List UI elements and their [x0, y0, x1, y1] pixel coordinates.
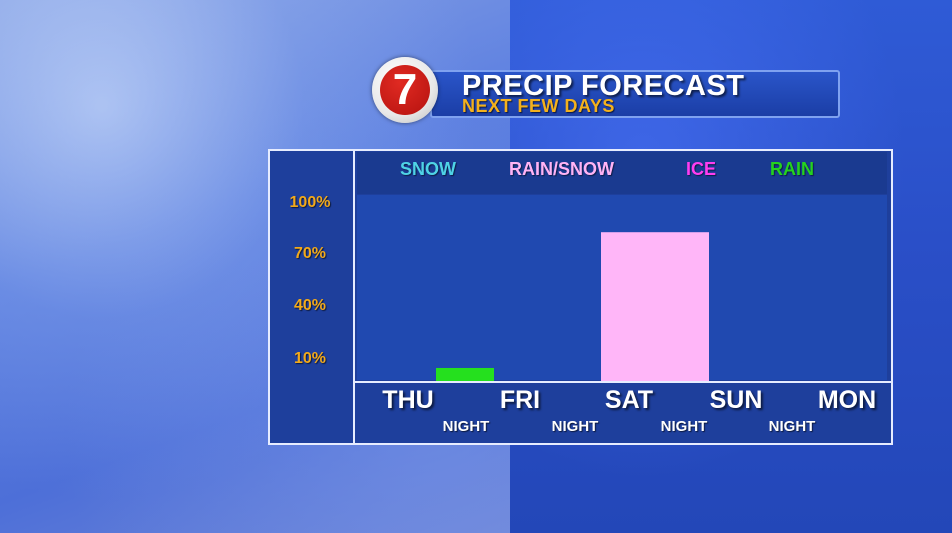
x-night-label: NIGHT — [768, 418, 816, 435]
legend-item-snow: SNOW — [400, 159, 456, 179]
y-tick-label: 100% — [289, 194, 331, 211]
bar-thu-night — [436, 367, 494, 381]
bar-sat-night — [601, 232, 709, 381]
station-logo-number: 7 — [380, 65, 430, 115]
x-night-label: NIGHT — [442, 418, 490, 435]
x-day-label: FRI — [499, 386, 541, 414]
y-tick-label: 10% — [293, 350, 327, 367]
chart-title: PRECIP FORECAST — [462, 70, 745, 102]
axis-divider-vertical — [353, 149, 355, 445]
legend-item-rain: RAIN — [770, 159, 814, 179]
x-day-label: THU — [382, 386, 434, 414]
chart-subtitle: NEXT FEW DAYS — [462, 96, 615, 116]
station-logo: 7 — [372, 57, 438, 123]
y-tick-label: 70% — [293, 245, 327, 262]
legend — [357, 152, 887, 194]
axis-divider-horizontal — [355, 381, 893, 383]
x-night-label: NIGHT — [660, 418, 708, 435]
x-day-label: SAT — [604, 386, 654, 414]
y-tick-label: 40% — [293, 297, 327, 314]
legend-item-ice: ICE — [686, 159, 717, 179]
x-night-label: NIGHT — [551, 418, 599, 435]
legend-item-rain-snow: RAIN/SNOW — [509, 159, 614, 179]
x-day-label: SUN — [709, 386, 763, 414]
x-day-label: MON — [817, 386, 877, 414]
